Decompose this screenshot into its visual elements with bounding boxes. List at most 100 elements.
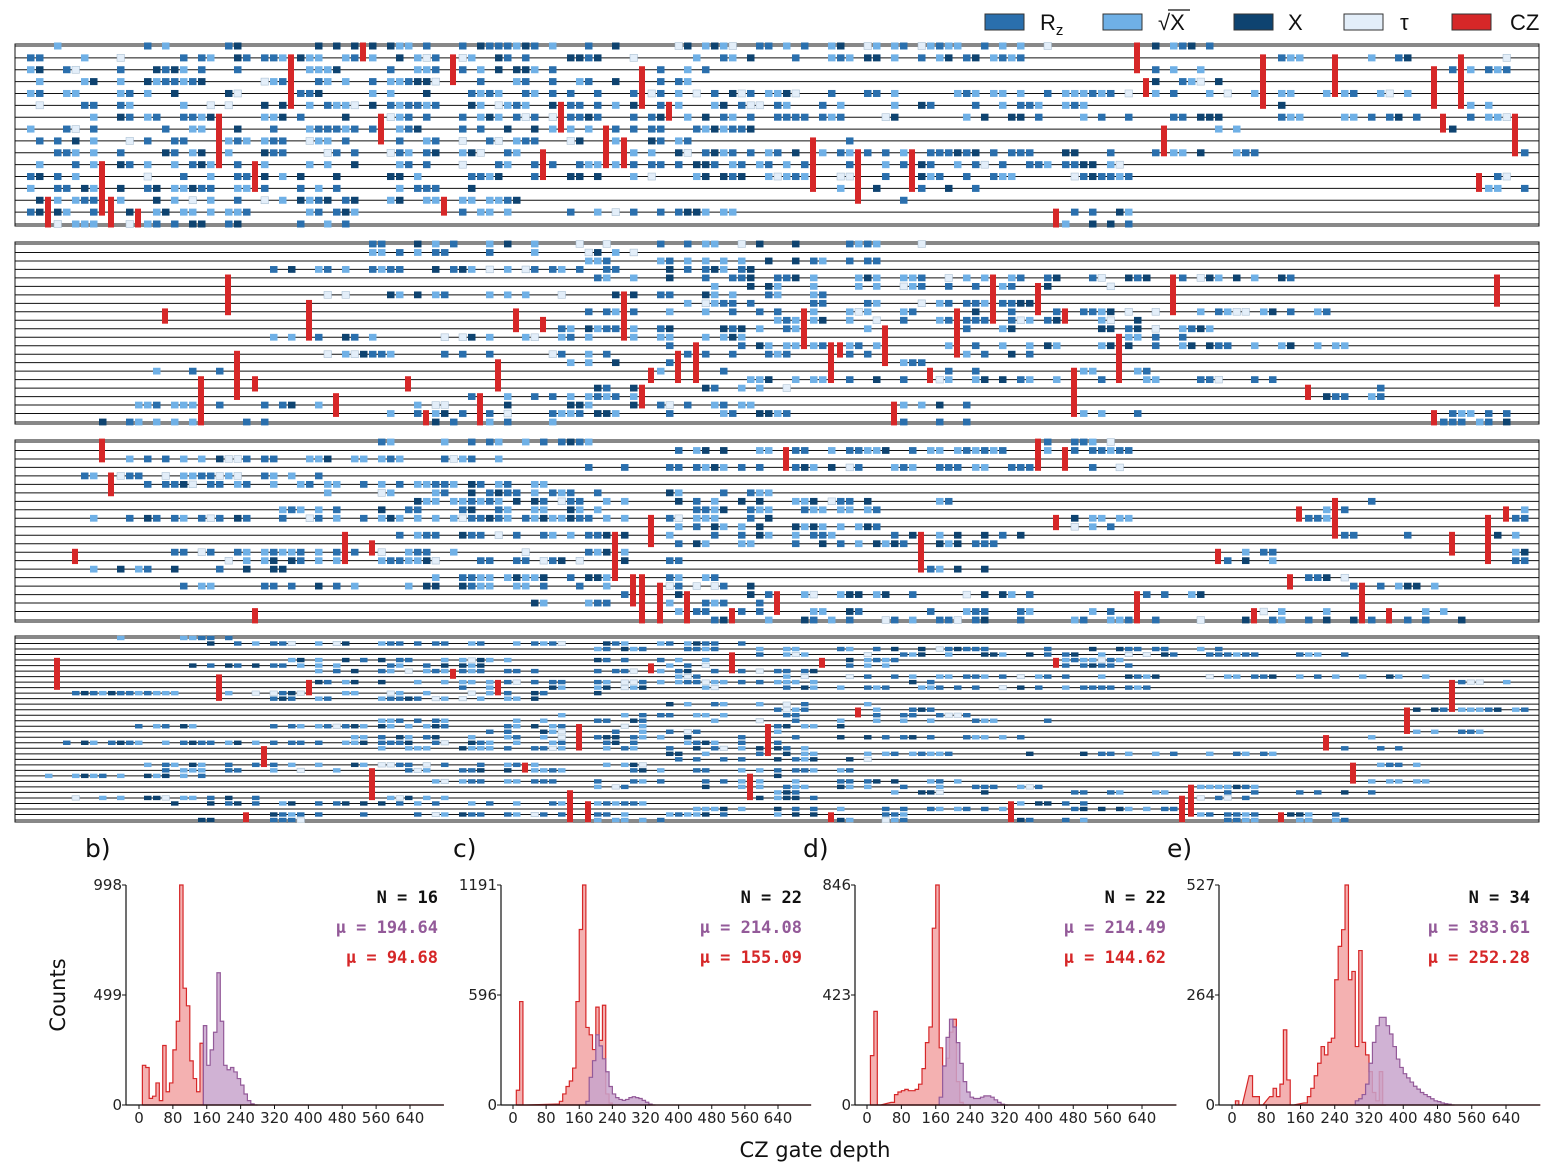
gate-rz (1368, 113, 1376, 121)
gate-rz (657, 101, 665, 109)
gate-sx (585, 125, 593, 133)
gate-sx (612, 101, 620, 109)
gate-sx (1341, 113, 1349, 121)
gate-sx (1197, 812, 1205, 817)
gate-rz (351, 54, 359, 62)
gate-sx (846, 54, 854, 62)
gate-x (594, 249, 602, 256)
gate-rz (792, 464, 800, 471)
gate-rz (1143, 685, 1151, 690)
gate-rz (783, 685, 791, 690)
gate-rz (765, 42, 773, 50)
gate-sx (558, 713, 566, 718)
gate-tau (548, 350, 557, 358)
gate-rz (126, 740, 134, 745)
gate-rz (1008, 282, 1016, 290)
gate-sx (666, 333, 674, 341)
gate-rz (900, 316, 908, 324)
x-tick-label: 480 (697, 1109, 726, 1127)
gate-cz (378, 113, 384, 145)
gate-tau (737, 89, 746, 98)
gate-tau (440, 333, 449, 341)
gate-tau (1223, 795, 1232, 801)
gate-tau (350, 350, 359, 358)
gate-sx (504, 762, 512, 768)
gate-rz (585, 464, 593, 471)
gate-x (504, 240, 512, 248)
gate-cz (621, 137, 627, 169)
gate-x (1278, 101, 1286, 109)
gate-rz (1404, 531, 1412, 539)
gate-cz (1350, 762, 1356, 784)
gate-rz (549, 89, 557, 97)
gate-cz (1053, 208, 1059, 228)
gate-rz (792, 790, 800, 795)
gate-x (756, 795, 764, 801)
gate-x (171, 66, 179, 74)
gate-x (783, 89, 791, 97)
gate-rz (936, 42, 944, 50)
gate-sx (306, 208, 314, 216)
gate-cz (648, 663, 654, 674)
gate-cz (1035, 282, 1041, 316)
gate-sx (846, 308, 854, 316)
gate-rz (792, 54, 800, 62)
gate-sx (1134, 685, 1142, 690)
gate-sx (279, 173, 287, 181)
gate-sx (594, 817, 602, 823)
gate-sx (864, 325, 872, 333)
gate-rz (972, 646, 980, 652)
gate-sx (873, 591, 881, 598)
gate-rz (702, 266, 710, 273)
gate-rz (603, 384, 611, 392)
gate-sx (306, 66, 314, 74)
gate-rz (270, 724, 278, 729)
gate-x (675, 591, 683, 598)
gate-rz (1179, 113, 1187, 121)
gate-tau (791, 89, 800, 98)
gate-tau (458, 137, 467, 145)
gate-sx (936, 674, 944, 679)
gate-x (1044, 801, 1052, 806)
gate-x (279, 101, 287, 109)
gate-rz (882, 806, 890, 812)
gate-tau (116, 54, 125, 62)
gate-sx (720, 42, 728, 50)
gate-sx (1152, 376, 1160, 384)
gate-sx (279, 54, 287, 62)
gate-sx (405, 548, 413, 556)
gate-x (1071, 514, 1079, 522)
gate-rz (1152, 333, 1160, 341)
gate-rz (531, 113, 539, 121)
gate-sx (954, 89, 962, 97)
gate-sx (315, 184, 323, 192)
gate-rz (441, 455, 449, 463)
gate-sx (1161, 790, 1169, 795)
gate-sx (1008, 274, 1016, 282)
gate-sx (756, 701, 764, 707)
gate-x (153, 795, 161, 801)
gate-rz (153, 113, 161, 121)
gate-sx (180, 773, 188, 779)
gate-sx (783, 161, 791, 169)
gate-sx (351, 455, 359, 463)
gate-sx (774, 812, 782, 817)
gate-x (396, 173, 404, 181)
gate-cz (369, 768, 375, 801)
gate-rz (918, 184, 926, 192)
gate-x (1017, 113, 1025, 121)
gate-sx (468, 735, 476, 740)
gate-sx (378, 718, 386, 723)
gate-sx (810, 679, 818, 685)
mean-red-label: μ = 144.62 (1064, 948, 1166, 968)
n-qubits-label: N = 34 (1469, 888, 1530, 908)
gate-tau (602, 240, 611, 248)
gate-sx (927, 173, 935, 181)
gate-x (1269, 308, 1277, 316)
gate-sx (873, 42, 881, 50)
gate-sx (558, 685, 566, 690)
gate-sx (180, 78, 188, 86)
gate-rz (585, 548, 593, 556)
